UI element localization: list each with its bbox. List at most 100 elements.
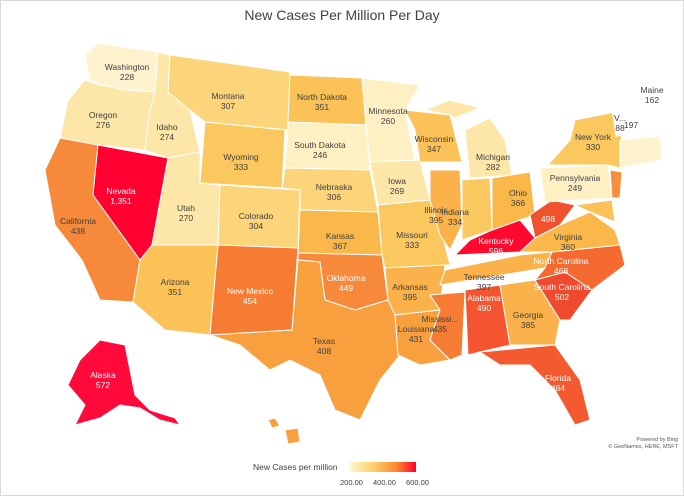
state-value: 367 — [333, 241, 347, 251]
state-value: 596 — [489, 246, 503, 256]
state-value: 395 — [403, 292, 417, 302]
state-name: New York — [575, 132, 612, 142]
state-maine[interactable] — [631, 59, 666, 133]
state-wisconsin[interactable] — [404, 109, 463, 163]
state-texas[interactable] — [209, 259, 401, 421]
state-value: 468 — [554, 266, 568, 276]
state-name: Maine — [640, 85, 663, 95]
state-name: Idaho — [156, 122, 178, 132]
state-name: North Dakota — [297, 92, 347, 102]
state-name: Wyoming — [223, 152, 259, 162]
legend-ticks: 200.00 400.00 600.00 — [340, 478, 440, 488]
state-florida[interactable] — [478, 344, 591, 426]
state-value: 454 — [243, 296, 257, 306]
state-west-virginia[interactable] — [529, 199, 576, 239]
state-name: Texas — [313, 336, 335, 346]
state-value: 304 — [249, 221, 263, 231]
state-name: Utah — [177, 203, 195, 213]
state-value: 246 — [313, 150, 327, 160]
state-name: Indiana — [441, 207, 469, 217]
state-name: South Dakota — [294, 140, 346, 150]
state-value: 395 — [429, 215, 443, 225]
state-name: Arkansas — [392, 282, 427, 292]
state-alabama[interactable] — [464, 284, 511, 356]
state-name: Louisiana — [398, 324, 435, 334]
state-name: Oklahoma — [327, 273, 366, 283]
state-value: 351 — [315, 102, 329, 112]
state-value: 449 — [339, 283, 353, 293]
state-name: Georgia — [513, 310, 544, 320]
credit-line-1: Powered by Bing — [636, 437, 678, 443]
credit-text: Powered by Bing © GeoNames, HERE, MSFT — [518, 437, 678, 451]
state-new-jersey[interactable] — [609, 169, 623, 199]
state-value: 502 — [555, 292, 569, 302]
state-name: Missouri — [396, 230, 428, 240]
state-maryland[interactable] — [573, 199, 616, 223]
state-hawaii[interactable] — [267, 417, 281, 429]
state-value: 162 — [645, 95, 659, 105]
state-value: 397 — [477, 282, 491, 292]
state-name: Montana — [211, 91, 244, 101]
state-value: 360 — [561, 242, 575, 252]
state-ohio[interactable] — [491, 171, 536, 231]
state-name: North Carolina — [534, 256, 589, 266]
state-value: 228 — [120, 72, 134, 82]
state-value: 498 — [541, 214, 555, 224]
legend-tick-high: 600.00 — [406, 478, 429, 487]
chart-title: New Cases Per Million Per Day — [244, 7, 440, 23]
state-name: Alaska — [90, 370, 116, 380]
state-value: 351 — [168, 287, 182, 297]
state-alaska[interactable] — [67, 339, 182, 426]
state-value: 347 — [427, 144, 441, 154]
state-name: Michigan — [476, 152, 510, 162]
state-michigan-up[interactable] — [423, 99, 482, 119]
state-new-england-south[interactable] — [619, 135, 663, 169]
state-value: 276 — [96, 120, 110, 130]
state-name: Arizona — [161, 277, 190, 287]
state-value: 282 — [486, 162, 500, 172]
state-value: 333 — [405, 240, 419, 250]
state-name: New Mexico — [227, 286, 274, 296]
state-name: Alabama — [467, 293, 501, 303]
state-name: Oregon — [89, 110, 118, 120]
state-label: 498 — [541, 214, 555, 224]
state-value: 435 — [433, 324, 447, 334]
state-value: 334 — [448, 217, 462, 227]
state-virginia[interactable] — [518, 211, 621, 253]
legend-tick-mid: 400.00 — [373, 478, 396, 487]
state-name: Ohio — [509, 188, 527, 198]
state-value: 431 — [409, 334, 423, 344]
state-michigan[interactable] — [464, 117, 513, 179]
state-name: Wisconsin — [415, 134, 454, 144]
state-name: Mississi... — [422, 314, 459, 324]
state-illinois[interactable] — [429, 169, 463, 252]
state-hawaii-island[interactable] — [284, 427, 301, 445]
state-value: 249 — [568, 183, 582, 193]
